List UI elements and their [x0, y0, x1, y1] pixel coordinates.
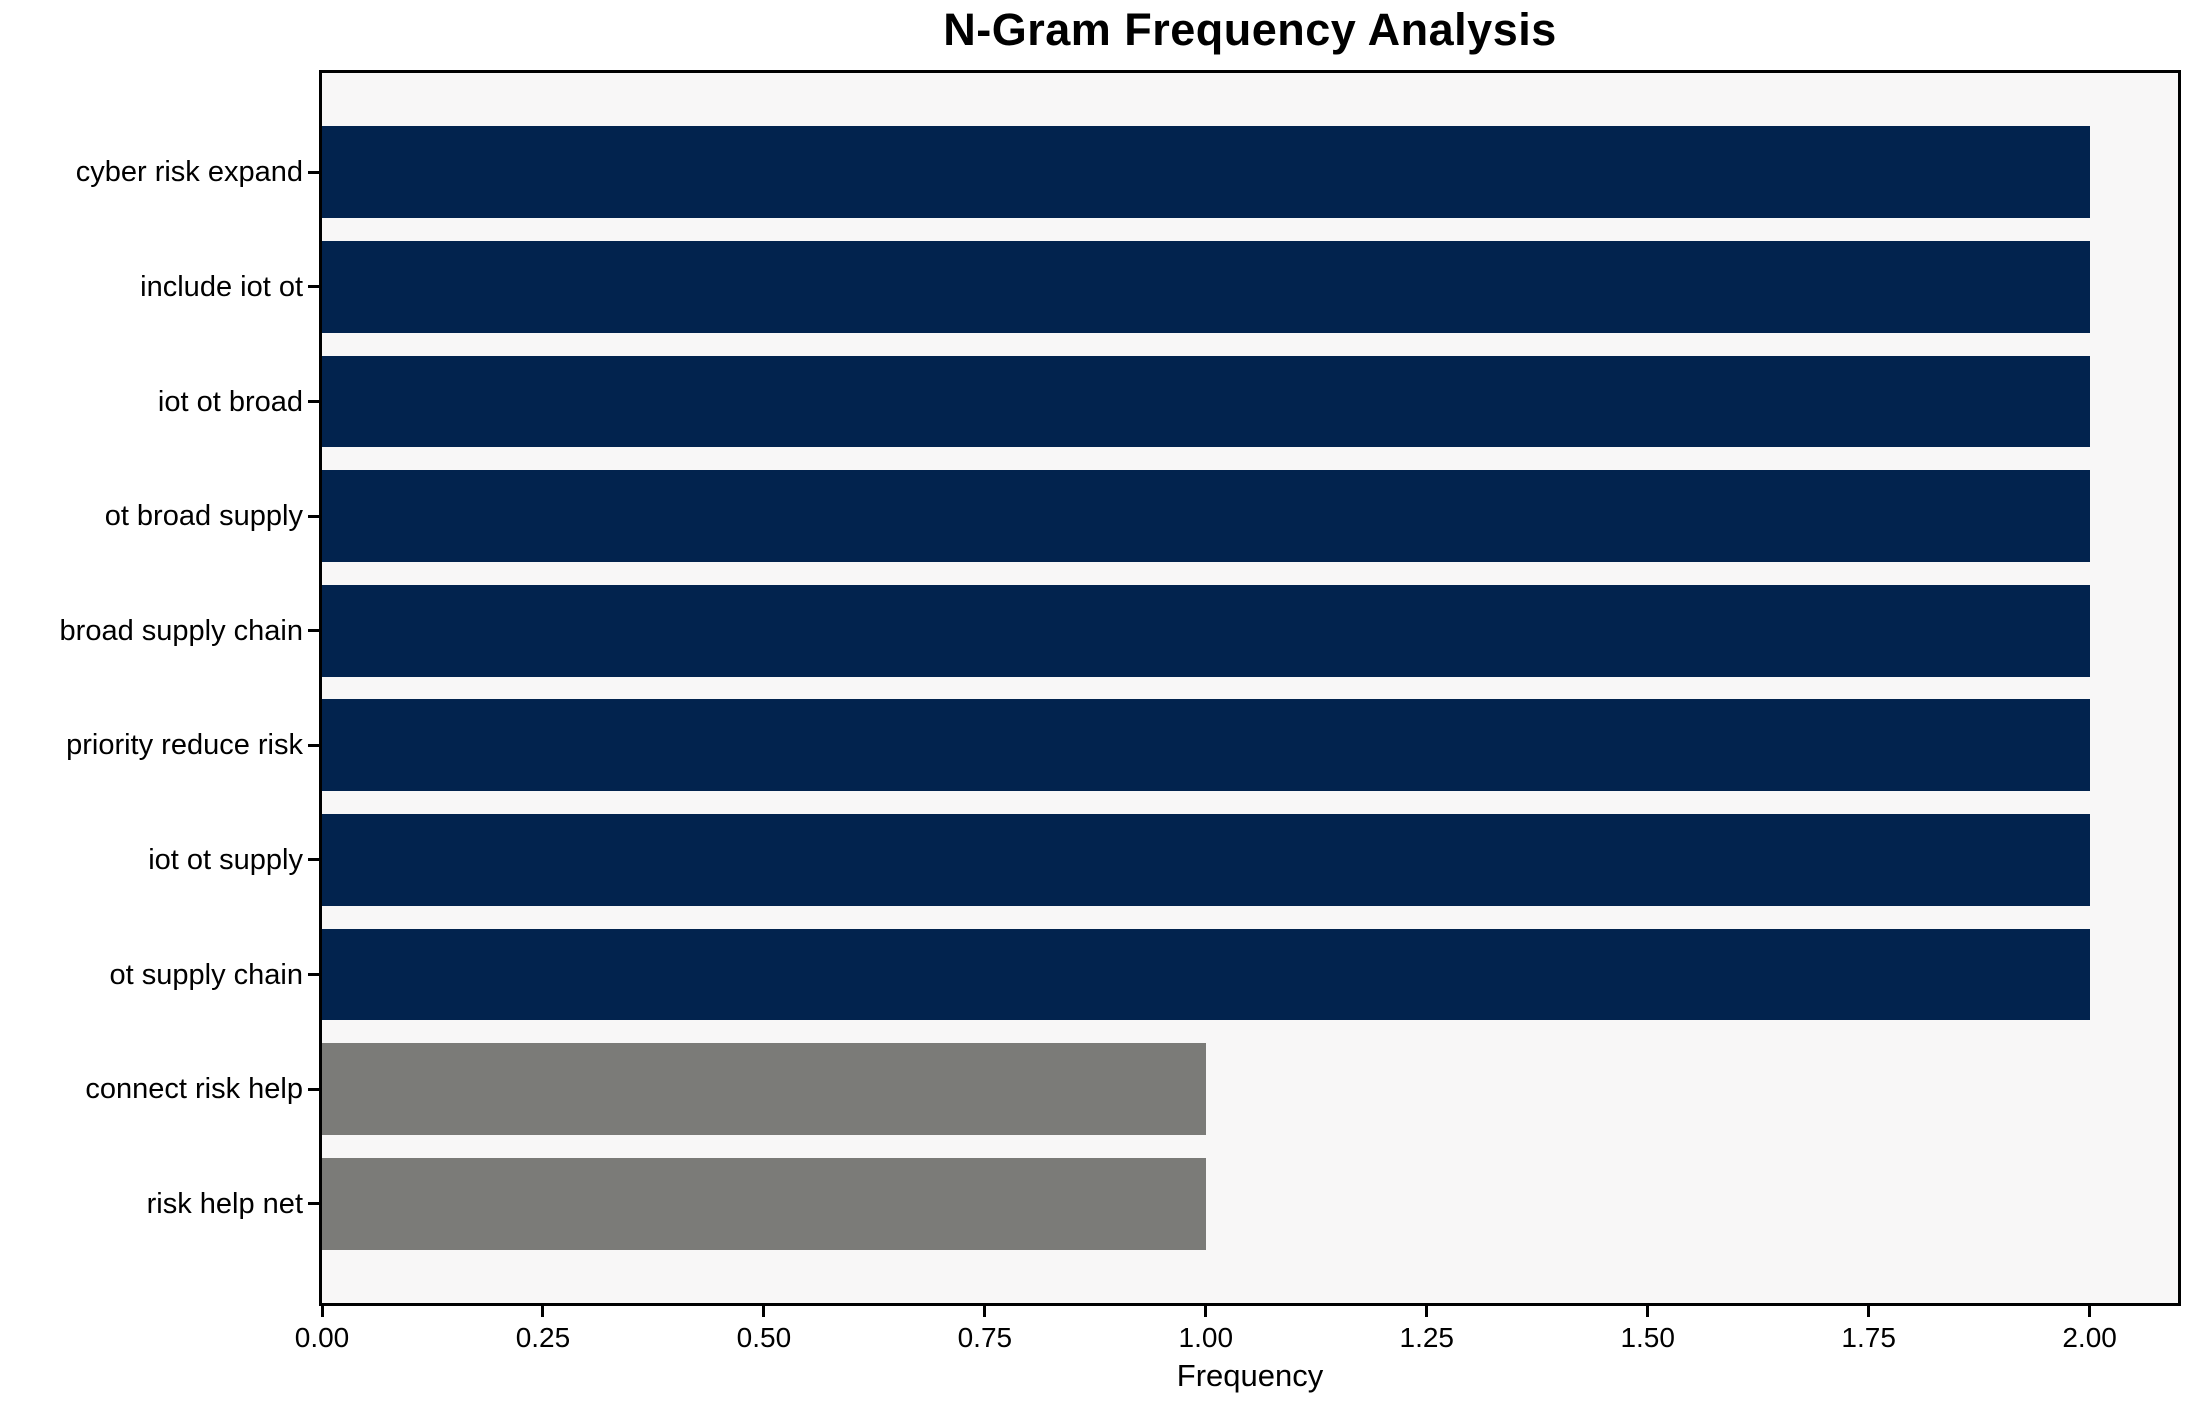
x-tick-label: 0.75 [957, 1322, 1013, 1353]
x-tick-label: 1.00 [1178, 1322, 1234, 1353]
bar-ot-supply-chain [322, 928, 2090, 1021]
y-tick-label: connect risk help [85, 1073, 303, 1106]
y-tick-label: risk help net [146, 1187, 303, 1220]
y-tick-mark [308, 285, 319, 289]
x-tick-mark [983, 1306, 987, 1317]
y-tick-label: iot ot supply [148, 843, 303, 876]
x-tick-mark [762, 1306, 766, 1317]
x-tick-mark [1646, 1306, 1650, 1317]
y-tick-mark [308, 629, 319, 633]
x-tick-mark [1204, 1306, 1208, 1317]
x-tick-mark [1425, 1306, 1429, 1317]
x-tick-mark [2088, 1306, 2092, 1317]
y-tick-mark [308, 1087, 319, 1091]
y-tick-mark [308, 743, 319, 747]
y-tick-mark [308, 514, 319, 518]
y-tick-label: ot broad supply [104, 500, 303, 533]
chart-title: N-Gram Frequency Analysis [943, 4, 1557, 55]
x-tick-label: 1.50 [1620, 1322, 1675, 1353]
y-tick-label: include iot ot [140, 270, 303, 303]
bar-include-iot-ot [322, 241, 2090, 333]
x-tick-label: 1.25 [1399, 1322, 1455, 1353]
x-tick-label: 1.75 [1841, 1322, 1896, 1353]
y-tick-mark [308, 400, 319, 403]
y-tick-mark [308, 170, 319, 174]
x-tick-label: 0.00 [294, 1322, 350, 1353]
bar-iot-ot-supply [322, 814, 2090, 906]
y-tick-mark [308, 973, 319, 976]
y-tick-label: cyber risk expand [75, 156, 303, 189]
x-tick-mark [320, 1306, 324, 1317]
bar-cyber-risk-expand [322, 126, 2090, 219]
x-tick-label: 2.00 [2062, 1322, 2117, 1353]
y-tick-mark [308, 1202, 319, 1206]
x-tick-label: 0.50 [736, 1322, 792, 1353]
bar-iot-ot-broad [322, 355, 2090, 448]
bar-connect-risk-help [322, 1043, 1206, 1135]
x-axis-label: Frequency [1176, 1358, 1324, 1393]
bar-risk-help-net [322, 1157, 1206, 1250]
y-tick-label: priority reduce risk [66, 729, 303, 762]
y-tick-label: broad supply chain [59, 614, 303, 647]
y-tick-label: ot supply chain [109, 958, 303, 991]
y-tick-mark [308, 858, 319, 862]
bar-priority-reduce-risk [322, 699, 2090, 792]
plot-area [319, 70, 2181, 1306]
bar-ot-broad-supply [322, 470, 2090, 562]
bar-broad-supply-chain [322, 584, 2090, 677]
x-tick-label: 0.25 [515, 1322, 571, 1353]
x-tick-mark [541, 1306, 545, 1317]
y-tick-label: iot ot broad [157, 385, 303, 418]
x-tick-mark [1867, 1306, 1871, 1317]
